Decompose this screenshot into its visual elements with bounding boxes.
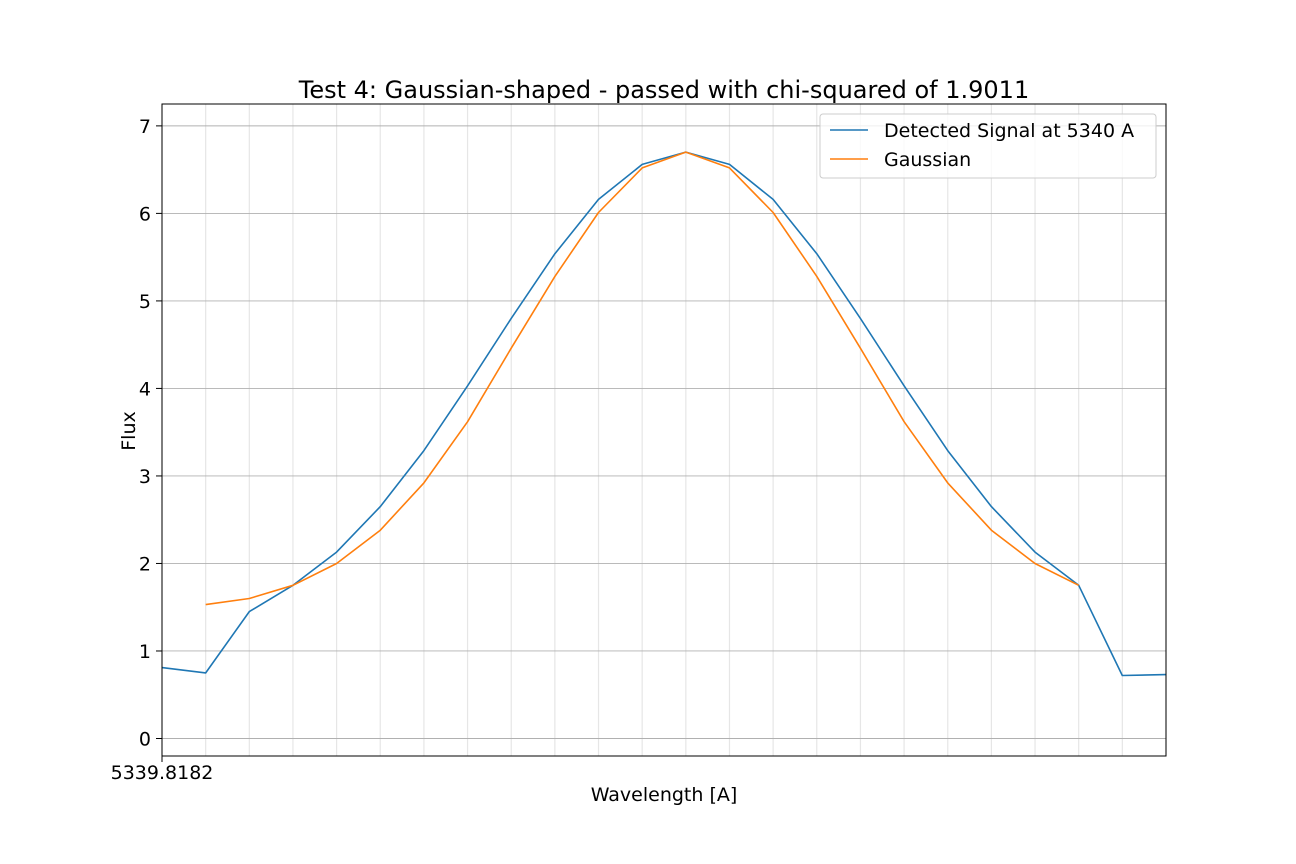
y-tick-label: 6 xyxy=(139,203,151,225)
series-line-gaussian xyxy=(205,151,1080,606)
x-axis-label: Wavelength [A] xyxy=(591,784,738,806)
y-tick-label: 2 xyxy=(139,553,151,575)
legend-box xyxy=(819,113,1157,179)
y-tick-label: 7 xyxy=(139,116,151,138)
y-axis-ticks: 0 1 2 3 4 5 6 7 xyxy=(139,116,162,750)
y-axis-label: Flux xyxy=(118,411,140,451)
y-tick-label: 0 xyxy=(139,728,151,750)
series-line-detected-signal xyxy=(161,151,1167,677)
legend-label-detected-signal: Detected Signal at 5340 A xyxy=(884,120,1134,142)
legend-label-gaussian: Gaussian xyxy=(884,149,971,171)
plot-frame xyxy=(161,103,1167,757)
x-axis-ticks: 5339.8182 xyxy=(111,756,214,784)
y-tick-label: 3 xyxy=(139,466,151,488)
y-tick-label: 4 xyxy=(139,378,151,400)
x-grid xyxy=(161,104,1167,756)
x-tick-label: 5339.8182 xyxy=(111,762,214,784)
chart-title: Test 4: Gaussian-shaped - passed with ch… xyxy=(298,76,1029,104)
y-tick-label: 1 xyxy=(139,641,151,663)
legend: Detected Signal at 5340 A Gaussian xyxy=(819,113,1157,179)
y-tick-label: 5 xyxy=(139,291,151,313)
series-layer xyxy=(161,151,1167,677)
